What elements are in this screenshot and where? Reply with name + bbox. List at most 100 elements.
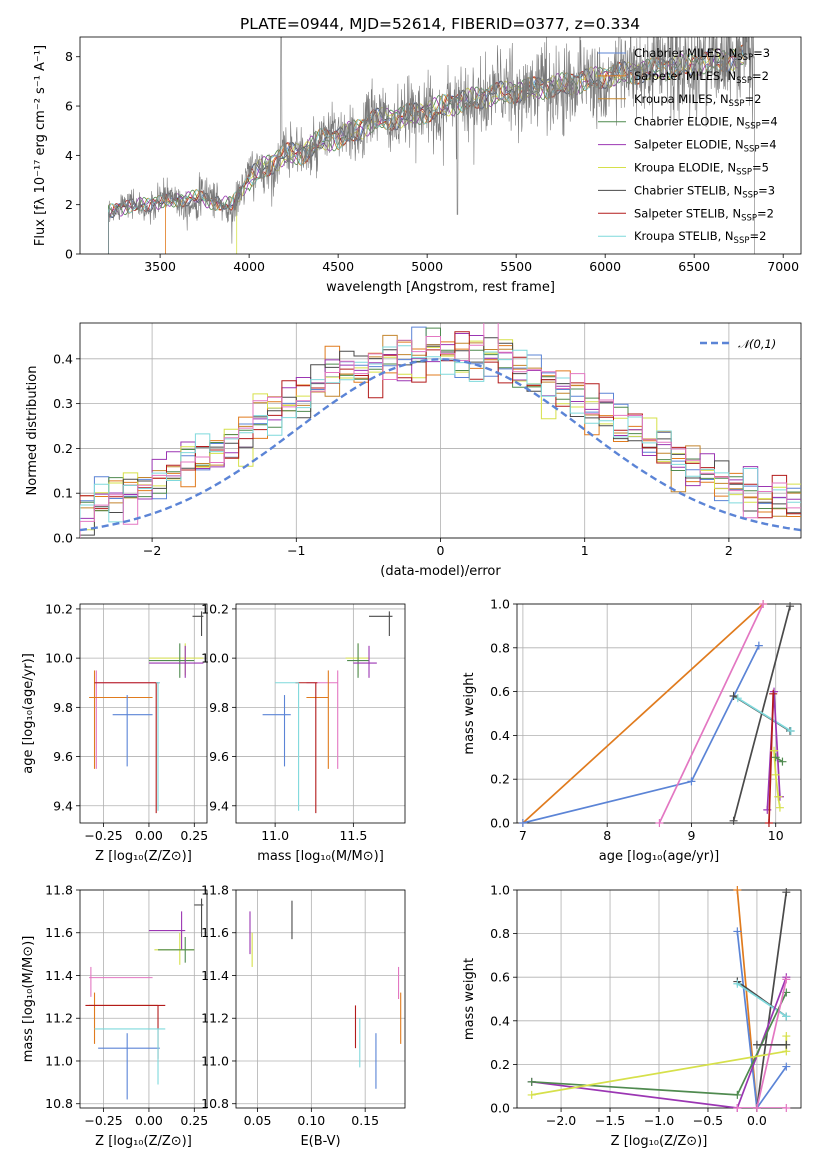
x-tick-label: 8: [603, 828, 611, 843]
x-axis-label: (data-model)/error: [380, 564, 501, 579]
legend-subscript: SSP: [737, 53, 753, 63]
legend-subscript: SSP: [745, 122, 761, 132]
x-tick-label: −1.5: [595, 1113, 625, 1128]
mass-weight-marker: [782, 1032, 791, 1041]
x-tick-label: 1: [581, 543, 589, 558]
mass-weight-line: [775, 756, 783, 763]
mass-weight-line: [756, 979, 788, 1108]
axes-frame: [79, 36, 802, 255]
legend-text: Salpeter STELIB, N: [634, 206, 741, 220]
mass-weight-marker: [782, 1040, 791, 1049]
mass-weight-line: [736, 931, 787, 1108]
figure-title: PLATE=0944, MJD=52614, FIBERID=0377, z=0…: [240, 15, 640, 33]
y-tick-label: 2: [65, 197, 73, 212]
axes-frame: [79, 322, 802, 539]
y-tick-label: 11.2: [201, 1011, 229, 1026]
y-tick-label: 9.4: [53, 798, 73, 813]
y-axis-label: mass weight: [462, 958, 477, 1040]
legend-value: =3: [758, 183, 775, 197]
mass-vs-metallicity-panel: −0.25 0.00 0.25 10.8 11.0 11.2 11.4 11.6 11.8 Z […: [21, 883, 208, 1150]
y-tick-label: 9.6: [53, 749, 73, 764]
legend-entry: Chabrier MILES, NSSP=3: [634, 46, 770, 63]
y-tick-label: 11.0: [201, 1053, 229, 1068]
mass-weight-marker: [733, 1090, 742, 1099]
y-tick-label: 0.4: [490, 728, 510, 743]
x-tick-label: 5500: [500, 259, 532, 274]
legend-text: Kroupa STELIB, N: [634, 229, 734, 243]
x-tick-label: 7: [519, 828, 527, 843]
residual-histogram-panel: −2 −1 0 1 2 0.0 0.1 0.2 0.3 0.4 (data-model)/error…: [25, 322, 802, 579]
mass-vs-ebv-panel: 0.05 0.10 0.15 10.8 11.0 11.2 11.4 11.6 11.8 E(B-…: [201, 883, 406, 1149]
y-tick-label: 0: [65, 247, 73, 262]
y-tick-label: 9.6: [209, 749, 229, 764]
x-axis-label: wavelength [Angstrom, rest frame]: [326, 280, 555, 295]
mass-weight-line: [768, 693, 775, 823]
mass-weight-line: [658, 604, 764, 823]
mass-weight-marker: [759, 600, 768, 608]
y-tick-label: 0.2: [490, 772, 510, 787]
mass-weight-marker: [782, 888, 791, 897]
y-tick-label: 9.8: [53, 700, 73, 715]
mass-weight-marker: [782, 975, 791, 984]
mass-weight-marker: [752, 1040, 761, 1049]
y-tick-label: 0.4: [53, 351, 73, 366]
y-tick-label: 0.1: [53, 486, 73, 501]
legend-value: =2: [749, 229, 766, 243]
x-tick-label: −2: [143, 543, 161, 558]
mass-weight-line: [737, 697, 792, 732]
y-tick-label: 0.3: [53, 396, 73, 411]
mass-weight-marker: [764, 819, 773, 827]
y-tick-label: 10.8: [45, 1096, 73, 1111]
y-tick-label: 0.2: [53, 441, 73, 456]
x-tick-label: 0.00: [135, 828, 163, 843]
x-axis-label: Z [log₁₀(Z/Z⊙)]: [95, 849, 192, 864]
x-axis-label: mass [log₁₀(M/M⊙)]: [257, 849, 384, 864]
mass-weight-line: [522, 645, 760, 823]
x-axis-label: Z [log₁₀(Z/Z⊙)]: [611, 1134, 708, 1149]
y-tick-label: 6: [65, 99, 73, 114]
histogram-step: [80, 345, 801, 538]
x-tick-label: −2.0: [546, 1113, 576, 1128]
y-tick-label: 0.8: [490, 640, 510, 655]
x-tick-label: 0: [437, 543, 445, 558]
y-tick-label: 11.0: [45, 1053, 73, 1068]
y-tick-label: 10.2: [201, 601, 229, 616]
x-tick-label: 0.0: [747, 1113, 767, 1128]
mass-weight-marker: [655, 819, 664, 827]
y-tick-label: 11.8: [45, 883, 73, 898]
y-tick-label: 10.8: [201, 1096, 229, 1111]
mass-weight-marker: [527, 1090, 536, 1099]
y-tick-label: 9.4: [209, 798, 229, 813]
x-tick-label: 0.25: [180, 828, 208, 843]
legend-value: =4: [760, 138, 777, 152]
y-tick-label: 0.2: [490, 1057, 510, 1072]
mass-weight-marker: [733, 979, 742, 988]
legend-text: Chabrier MILES, N: [634, 46, 737, 60]
legend-value: =2: [744, 92, 761, 106]
mass-weight-marker: [775, 803, 784, 812]
mass-weight-marker: [786, 602, 795, 611]
axes-frame: [516, 889, 802, 1109]
x-tick-label: 0.05: [244, 1113, 272, 1128]
x-tick-label: 0.00: [135, 1113, 163, 1128]
y-axis-label: mass [log₁₀(M/M⊙)]: [21, 936, 36, 1063]
y-tick-label: 0.8: [490, 926, 510, 941]
legend-entry: Kroupa STELIB, NSSP=2: [634, 229, 766, 246]
mass-weight-line: [756, 892, 788, 1108]
axes-frame: [235, 889, 406, 1109]
mass-weight-marker: [733, 927, 742, 936]
model-spectrum-line: [236, 48, 745, 254]
x-tick-label: 9: [687, 828, 695, 843]
gaussian-curve: [80, 358, 801, 532]
x-axis-label: age [log₁₀(age/yr)]: [599, 849, 720, 864]
mass-weight-marker: [770, 687, 779, 696]
mass-weight-marker: [733, 886, 742, 894]
legend-text: Salpeter MILES, N: [634, 69, 736, 83]
x-tick-label: 3500: [144, 259, 176, 274]
y-tick-label: 9.8: [209, 700, 229, 715]
mass-weight-marker: [769, 689, 778, 698]
mass-weight-marker: [733, 694, 742, 703]
mass-weight-marker: [729, 816, 738, 825]
y-axis-label: Normed distribution: [25, 366, 40, 496]
legend-entry: Chabrier STELIB, NSSP=3: [634, 183, 775, 200]
